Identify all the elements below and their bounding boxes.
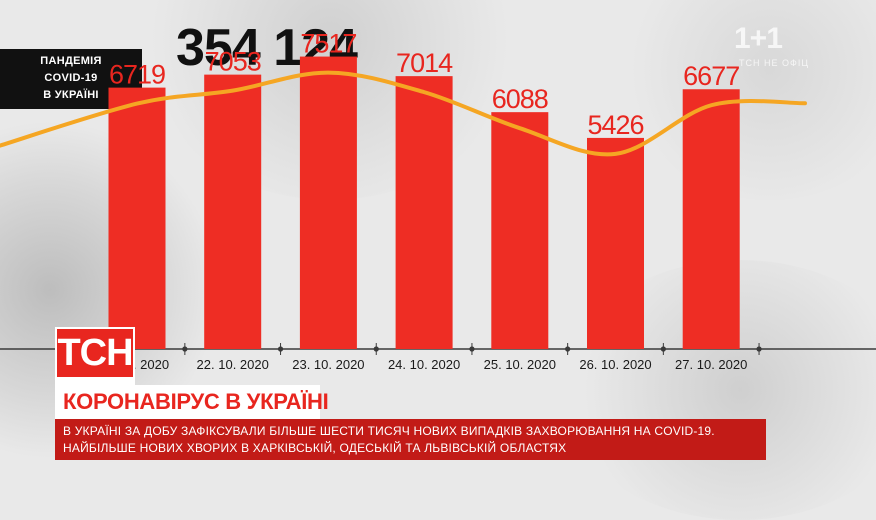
news-ticker: В УКРАЇНІ ЗА ДОБУ ЗАФІКСУВАЛИ БІЛЬШЕ ШЕС… (55, 419, 766, 460)
bar (395, 76, 453, 349)
bar-value-label: 6088 (492, 84, 548, 114)
x-tick-label: 25. 10. 2020 (484, 357, 556, 372)
x-tick-label: 22. 10. 2020 (197, 357, 269, 372)
axis-tick-dot (277, 346, 284, 352)
bar-value-label: 5426 (587, 110, 643, 140)
axis-tick-dot (182, 346, 188, 352)
bar (299, 56, 357, 349)
pandemic-label-line1: ПАНДЕМІЯ (40, 55, 102, 67)
bar-value-label: 6719 (109, 60, 165, 90)
x-tick-label: 24. 10. 2020 (388, 357, 460, 372)
axis-tick-dot (756, 346, 762, 352)
channel-watermark: 1+1 (734, 22, 783, 55)
bar-value-label: 7517 (300, 29, 356, 59)
bar-value-label: 6677 (683, 61, 739, 91)
bar (587, 137, 644, 349)
bar-value-label: 7053 (205, 47, 261, 77)
tsn-logo: ТСН (55, 327, 135, 379)
cases-chart: 6719 7053 7517 7014 6088 5426 6677 . 2020 22. 10… (0, 29, 876, 372)
pandemic-label-line2: COVID-19 (44, 72, 98, 84)
x-tick-label: 23. 10. 2020 (292, 357, 364, 372)
x-tick-label: 27. 10. 2020 (675, 357, 747, 372)
headline: КОРОНАВІРУС В УКРАЇНІ (55, 385, 329, 419)
bar (682, 89, 740, 349)
axis-tick-dot (565, 346, 571, 352)
x-tick-label: 26. 10. 2020 (579, 357, 651, 372)
trend-line (0, 70, 807, 157)
bar-value-label: 7014 (396, 48, 453, 78)
channel-watermark-sub: ТСН НЕ ОФІЦ (739, 58, 810, 68)
pandemic-label-line3: В УКРАЇНІ (43, 89, 99, 101)
axis-tick-dot (373, 346, 379, 352)
tsn-logo-underline (55, 379, 135, 385)
axis-tick-dot (660, 346, 666, 352)
x-tick-label: . 2020 (133, 357, 169, 372)
bar (204, 74, 262, 349)
bar (491, 112, 549, 349)
axis-tick-dot (469, 346, 475, 352)
bar (108, 87, 166, 350)
